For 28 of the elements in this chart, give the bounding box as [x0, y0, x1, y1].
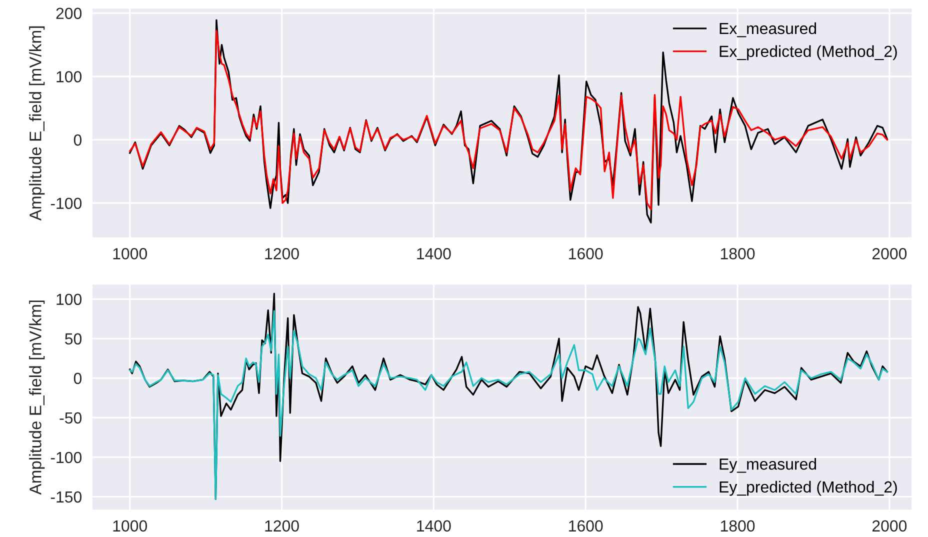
legend-label: Ex_predicted (Method_2) — [720, 45, 897, 60]
x-tick-label: 1800 — [720, 248, 755, 260]
y-tick-label: -150 — [50, 491, 82, 503]
x-tick-label: 1000 — [113, 248, 147, 260]
x-tick-label: 1200 — [265, 248, 299, 260]
y-tick-label: -100 — [50, 452, 82, 464]
legend-label: Ey_measured — [720, 458, 816, 473]
x-tick-label: 1600 — [569, 248, 603, 260]
y-tick-label: 0 — [74, 134, 82, 146]
x-tick-label: 2000 — [872, 248, 907, 260]
y-axis-title: Amplitude E_field [mV/km] — [29, 26, 45, 221]
y-tick-label: -100 — [50, 198, 82, 210]
y-tick-label: 50 — [65, 333, 82, 345]
y-tick-label: -50 — [60, 412, 82, 424]
legend-label: Ey_predicted (Method_2) — [720, 480, 897, 496]
y-tick-label: 200 — [56, 8, 82, 20]
y-axis-title: Amplitude E_field [mV/km] — [29, 300, 45, 495]
x-tick-label: 1400 — [417, 520, 451, 532]
x-tick-label: 1800 — [720, 520, 755, 532]
y-tick-label: 100 — [56, 294, 82, 306]
y-tick-label: 0 — [74, 372, 82, 384]
y-tick-label: 100 — [56, 71, 82, 82]
x-tick-label: 1400 — [417, 248, 451, 260]
x-tick-label: 1000 — [113, 520, 147, 532]
x-tick-label: 1600 — [569, 520, 603, 532]
legend-label: Ex_measured — [720, 22, 816, 38]
x-tick-label: 2000 — [872, 520, 907, 532]
x-tick-label: 1200 — [265, 520, 299, 532]
